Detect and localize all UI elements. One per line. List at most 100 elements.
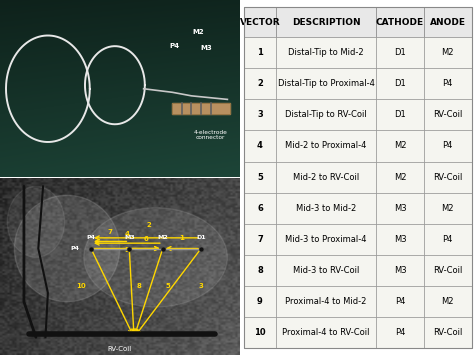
Bar [424, 224, 472, 255]
Bar [244, 7, 276, 37]
Bar [276, 286, 376, 317]
Text: D1: D1 [394, 110, 406, 119]
Bar [424, 192, 472, 224]
Bar [276, 99, 376, 130]
Text: M3: M3 [200, 45, 212, 51]
Text: Mid-3 to Mid-2: Mid-3 to Mid-2 [296, 204, 356, 213]
Bar [376, 7, 424, 37]
Text: M2: M2 [394, 173, 406, 181]
Text: Mid-3 to Proximal-4: Mid-3 to Proximal-4 [285, 235, 367, 244]
Text: 5: 5 [165, 283, 170, 289]
Text: 10: 10 [76, 283, 86, 289]
Text: M2: M2 [441, 204, 454, 213]
Text: 7: 7 [257, 235, 263, 244]
Text: 2: 2 [146, 222, 151, 228]
Text: P4: P4 [443, 80, 453, 88]
Text: Distal-Tip to Proximal-4: Distal-Tip to Proximal-4 [278, 80, 374, 88]
Text: M2: M2 [157, 235, 168, 240]
Bar [376, 162, 424, 192]
Text: 3: 3 [199, 283, 203, 289]
Bar [276, 37, 376, 68]
Bar [376, 130, 424, 162]
Text: D1: D1 [394, 80, 406, 88]
Text: RV-Coil: RV-Coil [433, 328, 463, 337]
Text: M2: M2 [441, 48, 454, 57]
Bar [276, 7, 376, 37]
Text: Mid-2 to Proximal-4: Mid-2 to Proximal-4 [285, 142, 367, 151]
Bar [276, 68, 376, 99]
Text: P4: P4 [86, 235, 95, 240]
Bar [376, 286, 424, 317]
Bar [424, 255, 472, 286]
Ellipse shape [84, 208, 228, 307]
Text: DESCRIPTION: DESCRIPTION [292, 18, 360, 27]
Text: 8: 8 [137, 283, 141, 289]
Text: M3: M3 [393, 235, 406, 244]
Ellipse shape [14, 195, 119, 302]
Ellipse shape [7, 186, 64, 257]
Text: M2: M2 [394, 142, 406, 151]
Text: 4-electrode
connector: 4-electrode connector [194, 130, 228, 140]
Bar [244, 224, 276, 255]
Bar [244, 37, 276, 68]
Bar [376, 224, 424, 255]
Text: CATHODE: CATHODE [376, 18, 424, 27]
Bar [424, 317, 472, 348]
Bar [244, 162, 276, 192]
Text: P4: P4 [443, 142, 453, 151]
Text: 8: 8 [257, 266, 263, 275]
Bar [424, 286, 472, 317]
Text: RV-Coil: RV-Coil [433, 266, 463, 275]
Bar [276, 130, 376, 162]
Bar [376, 317, 424, 348]
Bar [424, 99, 472, 130]
Text: RV-Coil: RV-Coil [433, 110, 463, 119]
Text: 10: 10 [254, 328, 266, 337]
Text: D1: D1 [394, 48, 406, 57]
Bar [424, 7, 472, 37]
Text: M3: M3 [124, 235, 135, 240]
Text: 1: 1 [257, 48, 263, 57]
Bar [244, 192, 276, 224]
Text: 5: 5 [257, 173, 263, 181]
Text: RV-Coil: RV-Coil [433, 173, 463, 181]
Text: VECTOR: VECTOR [240, 18, 280, 27]
Polygon shape [173, 103, 230, 114]
Bar [276, 255, 376, 286]
Bar [244, 317, 276, 348]
Text: 4: 4 [257, 142, 263, 151]
Text: 7: 7 [108, 229, 112, 235]
Text: Distal-Tip to Mid-2: Distal-Tip to Mid-2 [288, 48, 364, 57]
Bar [376, 192, 424, 224]
Bar [244, 99, 276, 130]
Text: ANODE: ANODE [430, 18, 466, 27]
Text: M2: M2 [441, 297, 454, 306]
Bar [276, 317, 376, 348]
Text: 9: 9 [257, 297, 263, 306]
Text: Mid-3 to RV-Coil: Mid-3 to RV-Coil [293, 266, 359, 275]
Text: P4: P4 [443, 235, 453, 244]
Bar [244, 130, 276, 162]
Bar [424, 68, 472, 99]
Text: 6: 6 [257, 204, 263, 213]
Text: 9: 9 [125, 247, 129, 253]
Text: M3: M3 [393, 204, 406, 213]
Bar [424, 130, 472, 162]
Bar [276, 162, 376, 192]
Text: 1: 1 [180, 235, 184, 241]
Text: Proximal-4 to Mid-2: Proximal-4 to Mid-2 [285, 297, 367, 306]
Bar [244, 286, 276, 317]
Bar [244, 255, 276, 286]
Text: M2: M2 [193, 29, 204, 35]
Text: Proximal-4 to RV-Coil: Proximal-4 to RV-Coil [282, 328, 370, 337]
Text: D1: D1 [196, 235, 206, 240]
Text: Mid-2 to RV-Coil: Mid-2 to RV-Coil [293, 173, 359, 181]
Text: 4: 4 [124, 231, 129, 237]
Bar [244, 68, 276, 99]
Text: RV-Coil: RV-Coil [108, 346, 132, 352]
Bar [376, 37, 424, 68]
Bar [376, 68, 424, 99]
Text: 3: 3 [257, 110, 263, 119]
Text: P4: P4 [70, 246, 79, 251]
Bar [276, 224, 376, 255]
